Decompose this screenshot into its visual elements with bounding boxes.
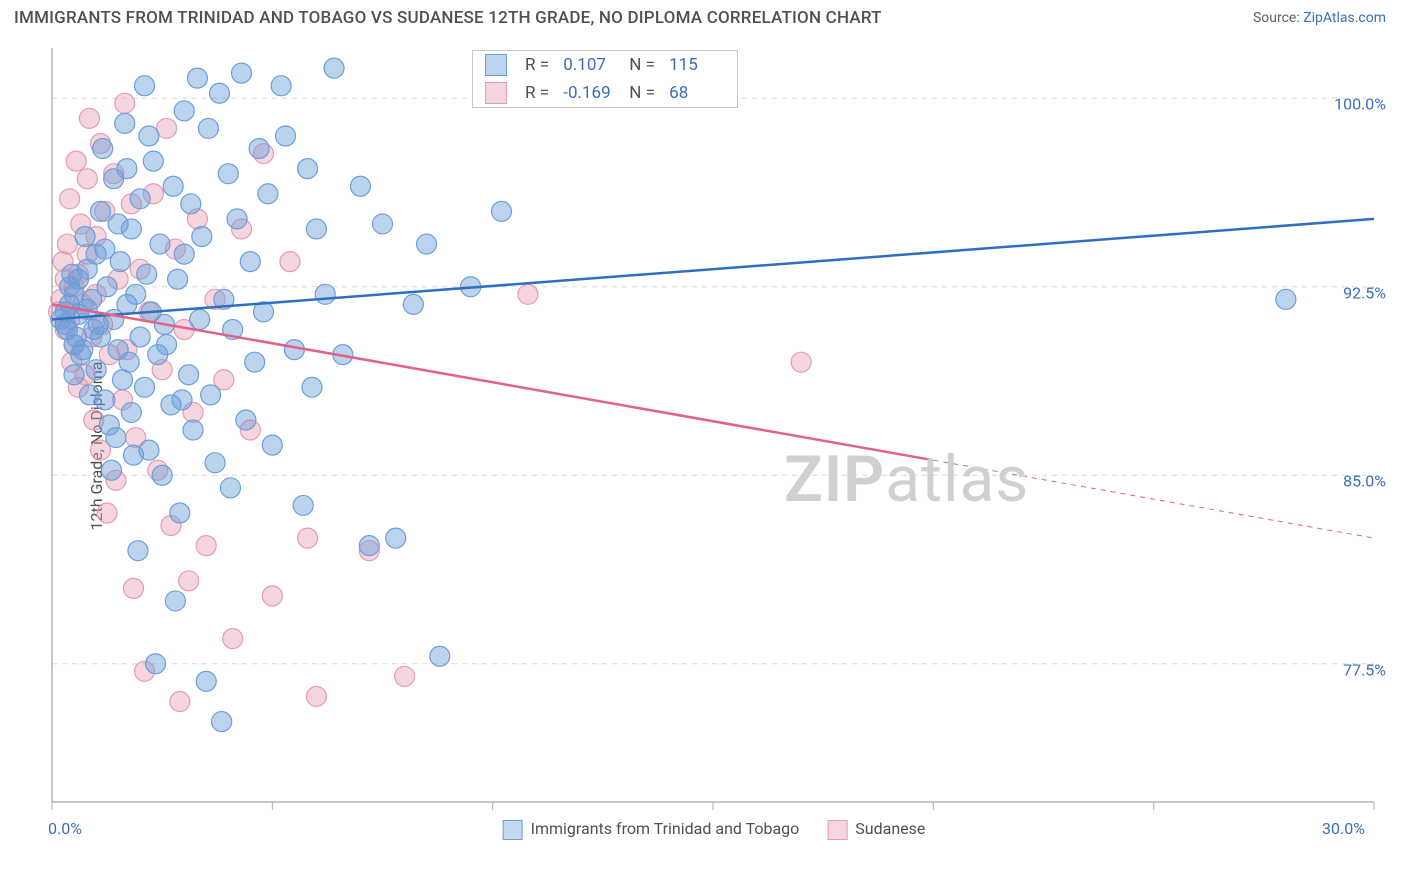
legend-item: Immigrants from Trinidad and Tobago bbox=[503, 819, 800, 840]
series-legend: Immigrants from Trinidad and Tobago Sudan… bbox=[503, 819, 926, 840]
y-tick-label: 92.5% bbox=[1343, 283, 1386, 302]
source-link[interactable]: ZipAtlas.com bbox=[1303, 10, 1386, 26]
correlation-legend: R = 0.107N = 115R = -0.169N = 68 bbox=[472, 50, 738, 108]
scatter-chart bbox=[44, 42, 1384, 832]
correlation-legend-row: R = 0.107N = 115 bbox=[473, 51, 737, 79]
legend-item: Sudanese bbox=[827, 819, 925, 840]
source-attribution: Source: ZipAtlas.com bbox=[1253, 10, 1386, 26]
correlation-legend-row: R = -0.169N = 68 bbox=[473, 79, 737, 107]
y-tick-label: 85.0% bbox=[1343, 472, 1386, 491]
y-tick-label: 77.5% bbox=[1343, 660, 1386, 679]
x-axis-min-label: 0.0% bbox=[48, 819, 82, 838]
plot-area: R = 0.107N = 115R = -0.169N = 68 ZIPatla… bbox=[44, 42, 1384, 832]
chart-header: IMMIGRANTS FROM TRINIDAD AND TOBAGO VS S… bbox=[0, 0, 1406, 32]
y-tick-label: 100.0% bbox=[1334, 95, 1386, 114]
x-axis-max-label: 30.0% bbox=[1322, 819, 1365, 838]
chart-title: IMMIGRANTS FROM TRINIDAD AND TOBAGO VS S… bbox=[14, 8, 882, 28]
